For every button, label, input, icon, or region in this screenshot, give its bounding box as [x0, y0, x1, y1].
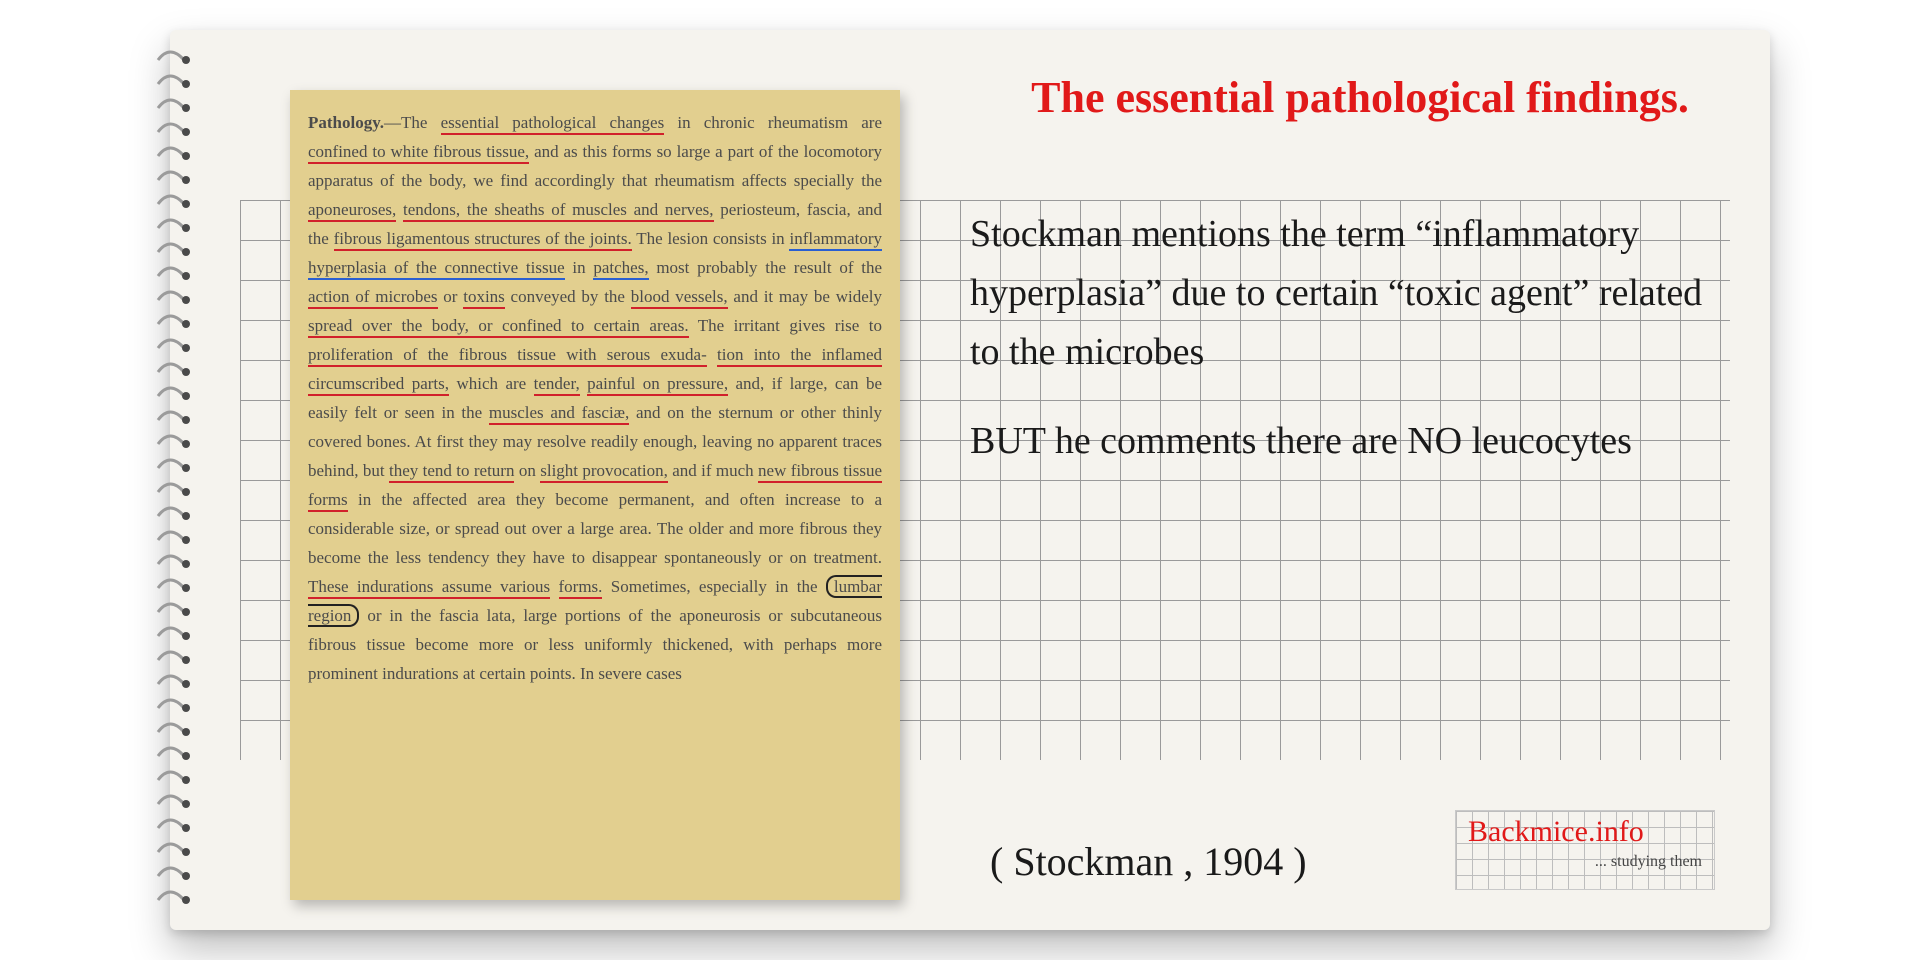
spiral-ring	[156, 722, 196, 742]
excerpt-segment: slight provocation,	[540, 461, 668, 483]
note-paragraph-2: BUT he comments there are NO leucocytes	[970, 412, 1730, 471]
spiral-ring	[156, 890, 196, 910]
excerpt-segment: forms.	[559, 577, 603, 599]
spiral-ring	[156, 866, 196, 886]
spiral-ring	[156, 626, 196, 646]
excerpt-segment: in	[565, 258, 594, 277]
spiral-ring	[156, 74, 196, 94]
excerpt-segment: proliferation of the fibrous tissue with…	[308, 345, 707, 367]
excerpt-segment: on	[514, 461, 540, 480]
spiral-ring	[156, 578, 196, 598]
excerpt-segment: and it may be widely	[728, 287, 882, 306]
logo-subtitle: ... studying them	[1468, 853, 1702, 871]
excerpt-segment: The lesion consists in	[632, 229, 790, 248]
excerpt-segment: painful on pressure,	[587, 374, 728, 396]
excerpt-segment: —The	[384, 113, 441, 132]
excerpt-segment: fibrous ligamentous structures of the jo…	[334, 229, 632, 251]
excerpt-segment: Sometimes, especially in the	[602, 577, 825, 596]
spiral-ring	[156, 50, 196, 70]
spiral-ring	[156, 698, 196, 718]
excerpt-segment: or in the fascia lata, large portions of…	[308, 606, 882, 683]
spiral-ring	[156, 770, 196, 790]
excerpt-segment	[707, 345, 717, 364]
spiral-ring	[156, 458, 196, 478]
spiral-ring	[156, 218, 196, 238]
excerpt-segment: and if much	[668, 461, 758, 480]
spiral-ring	[156, 818, 196, 838]
logo-title: Backmice.info	[1468, 817, 1702, 847]
spiral-ring	[156, 482, 196, 502]
excerpt-segment: tendons, the sheaths of muscles and nerv…	[403, 200, 714, 222]
excerpt-segment: confined to white fibrous tissue,	[308, 142, 529, 164]
logo-box: Backmice.info ... studying them	[1455, 810, 1715, 890]
excerpt-segment: spread over the body, or confined to cer…	[308, 316, 689, 338]
spiral-ring	[156, 506, 196, 526]
excerpt-segment: essential pathological changes	[441, 113, 665, 135]
excerpt-segment: which are	[449, 374, 534, 393]
spiral-ring	[156, 242, 196, 262]
excerpt-segment: aponeuroses,	[308, 200, 396, 222]
excerpt-segment: The irritant gives rise to	[689, 316, 882, 335]
spiral-ring	[156, 194, 196, 214]
notebook-page: Pathology.—The essential pathological ch…	[170, 30, 1770, 930]
handwritten-title: The essential pathological findings.	[1000, 70, 1720, 125]
excerpt-segment: conveyed by the	[505, 287, 631, 306]
spiral-ring	[156, 554, 196, 574]
spiral-ring	[156, 530, 196, 550]
note-paragraph-1: Stockman mentions the term “inflammatory…	[970, 205, 1730, 382]
excerpt-segment: or	[438, 287, 464, 306]
spiral-ring	[156, 650, 196, 670]
spiral-ring	[156, 146, 196, 166]
spiral-ring	[156, 674, 196, 694]
book-excerpt: Pathology.—The essential pathological ch…	[290, 90, 900, 900]
spiral-ring	[156, 338, 196, 358]
excerpt-segment	[550, 577, 558, 596]
citation: ( Stockman , 1904 )	[990, 838, 1307, 885]
excerpt-segment: blood vessels,	[631, 287, 728, 309]
spiral-ring	[156, 122, 196, 142]
spiral-ring	[156, 290, 196, 310]
spiral-ring	[156, 386, 196, 406]
handwritten-notes: Stockman mentions the term “inflammatory…	[970, 205, 1730, 501]
excerpt-segment: they tend to return	[389, 461, 514, 483]
excerpt-segment: most probably the result of the	[649, 258, 882, 277]
excerpt-segment: in chronic rheumatism are	[664, 113, 882, 132]
excerpt-lead: Pathology.	[308, 113, 384, 132]
excerpt-segment: tender,	[534, 374, 580, 396]
canvas: Pathology.—The essential pathological ch…	[0, 0, 1920, 960]
excerpt-segment: action of microbes	[308, 287, 438, 309]
excerpt-segment: in the affected area they become permane…	[308, 490, 882, 567]
spiral-ring	[156, 746, 196, 766]
spiral-ring	[156, 98, 196, 118]
spiral-ring	[156, 266, 196, 286]
spiral-ring	[156, 170, 196, 190]
excerpt-segment: These indurations assume various	[308, 577, 550, 599]
spiral-ring	[156, 842, 196, 862]
spiral-ring	[156, 794, 196, 814]
excerpt-segment: toxins	[463, 287, 505, 309]
excerpt-segment: patches,	[593, 258, 648, 280]
excerpt-segment: muscles and fasciæ,	[489, 403, 629, 425]
spiral-ring	[156, 602, 196, 622]
spiral-ring	[156, 410, 196, 430]
excerpt-body: —The essential pathological changes in c…	[308, 113, 882, 683]
spiral-binding	[156, 50, 196, 910]
spiral-ring	[156, 362, 196, 382]
spiral-ring	[156, 434, 196, 454]
spiral-ring	[156, 314, 196, 334]
